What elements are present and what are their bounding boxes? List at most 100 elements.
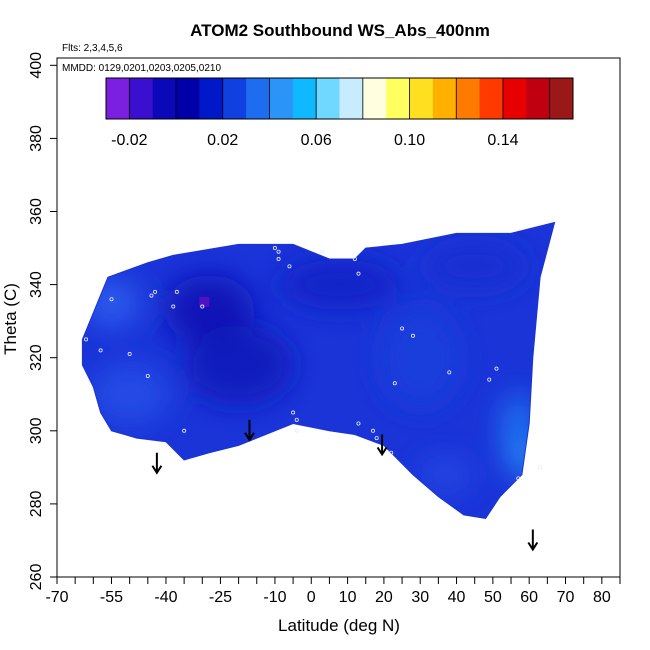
sample-point (294, 428, 299, 433)
sample-points (84, 246, 543, 481)
sample-point (294, 417, 299, 422)
colorbar-swatch (479, 78, 504, 119)
sample-point (392, 381, 397, 386)
sample-point (538, 465, 543, 470)
colorbar-frame (105, 77, 574, 120)
arrow-marker (527, 529, 539, 552)
y-tick-label: 280 (28, 490, 45, 517)
sample-point (149, 293, 154, 298)
sample-point (291, 410, 296, 415)
x-tick-label: 40 (448, 589, 466, 606)
arrow-head (244, 432, 255, 442)
colorbar-swatch (316, 78, 340, 119)
sample-point (276, 257, 281, 262)
y-tick-label: 380 (28, 125, 45, 152)
sample-point (494, 366, 499, 371)
arrow-marker (244, 419, 255, 442)
shade-light-left (89, 364, 170, 425)
sample-point (200, 304, 205, 309)
shade-lower-right (417, 456, 474, 493)
field-shading (83, 244, 538, 493)
sample-point (371, 428, 376, 433)
x-tick-label: -40 (154, 589, 177, 606)
sample-point (174, 289, 179, 294)
colorbar-label: 0.10 (394, 132, 425, 149)
chart-title: ATOM2 Southbound WS_Abs_400nm (190, 21, 490, 40)
sample-point (356, 421, 361, 426)
plot-frame (56, 57, 621, 578)
sample-point (84, 337, 89, 342)
colorbar: -0.02 0.02 0.06 0.10 0.14 (105, 77, 574, 149)
colorbar-swatch (199, 78, 224, 119)
colorbar-swatch (269, 78, 294, 119)
colorbar-label: 0.02 (207, 132, 238, 149)
x-tick-label: -10 (263, 589, 286, 606)
sample-point (272, 246, 277, 251)
x-tick-label: 70 (557, 589, 575, 606)
shade-upper-right (424, 244, 525, 289)
x-tick-label: 50 (484, 589, 502, 606)
colorbar-swatch (386, 78, 411, 119)
arrow-head (151, 465, 163, 475)
colorbar-swatch (362, 78, 387, 119)
field-outline (81, 221, 556, 520)
arrow-head (527, 541, 539, 552)
y-tick-label: 360 (28, 198, 45, 225)
shade-light-upper-left (83, 278, 140, 327)
y-tick-label: 320 (28, 344, 45, 371)
x-tick-label: 30 (411, 589, 429, 606)
sample-point (182, 428, 187, 433)
colorbar-swatch (176, 78, 200, 119)
arrow-marker (376, 434, 388, 457)
colorbar-swatch (106, 78, 130, 119)
colorbar-swatch (526, 78, 551, 119)
y-tick-label: 400 (28, 52, 45, 79)
x-tick-label: 80 (593, 589, 611, 606)
sample-point (171, 304, 176, 309)
arrow-marker (151, 452, 163, 475)
x-tick-label: 60 (520, 589, 538, 606)
sample-point (109, 297, 114, 302)
sample-point (374, 436, 379, 441)
y-tick-label: 300 (28, 417, 45, 444)
y-axis-label: Theta (C) (1, 283, 20, 355)
field-area (82, 222, 555, 519)
colorbar-label: 0.06 (301, 132, 332, 149)
shade-dark-center (183, 325, 294, 406)
colorbar-label: -0.02 (111, 132, 148, 149)
sample-point (389, 450, 394, 455)
sample-point (410, 333, 415, 338)
x-tick-label: -70 (45, 589, 68, 606)
x-tick-label: 10 (339, 589, 357, 606)
sample-point (447, 370, 452, 375)
sample-point (400, 326, 405, 331)
colorbar-swatch (456, 78, 481, 119)
shade-mid-right (380, 307, 461, 408)
sample-point (320, 249, 325, 254)
sample-point (356, 271, 361, 276)
colorbar-swatch (222, 78, 247, 119)
x-tick-label: -25 (209, 589, 232, 606)
sample-point (287, 264, 292, 269)
sample-point (127, 352, 132, 357)
sample-point (516, 476, 521, 481)
sample-point (352, 257, 357, 262)
sample-point (153, 289, 158, 294)
y-tick-label: 340 (28, 271, 45, 298)
sample-point (145, 373, 150, 378)
arrow-head (376, 446, 388, 457)
shade-upper-band (280, 259, 401, 310)
sample-point (487, 377, 492, 382)
colorbar-swatch (549, 78, 574, 119)
x-tick-label: 20 (375, 589, 393, 606)
x-tick-label: -55 (100, 589, 123, 606)
axes: -70 -55 -40 -25 -10 0 10 20 30 40 50 60 70 80 260 280 30… (28, 52, 621, 606)
flight-arrows (151, 419, 539, 552)
y-tick-label: 260 (28, 564, 45, 591)
x-axis-label: Latitude (deg N) (278, 616, 400, 635)
colorbar-swatch (152, 78, 177, 119)
heatmap-field (81, 221, 556, 520)
flights-note: Flts: 2,3,4,5,6 (62, 43, 123, 54)
colorbar-swatch (432, 78, 457, 119)
